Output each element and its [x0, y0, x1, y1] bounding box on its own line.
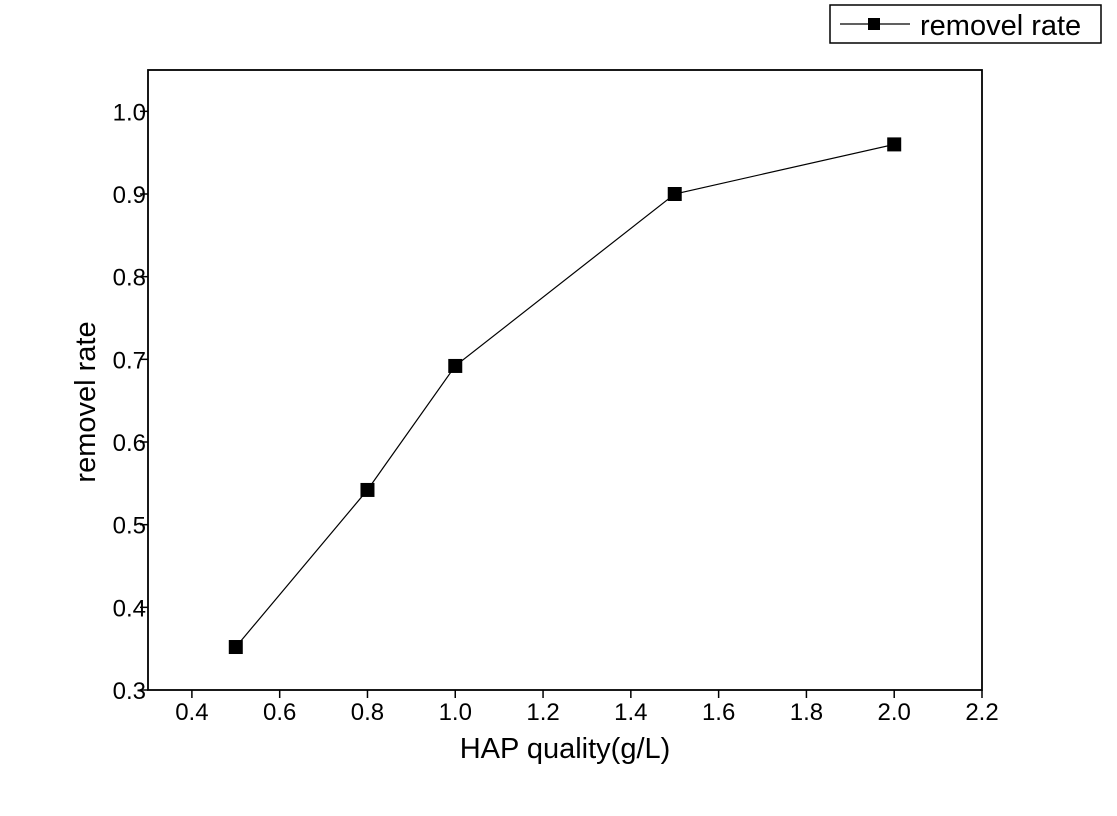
x-tick-label: 0.6 [263, 699, 296, 726]
x-axis-title: HAP quality(g/L) [460, 733, 671, 765]
x-tick-label: 2.2 [965, 699, 998, 726]
y-tick-label: 1.0 [113, 99, 146, 126]
x-tick-label: 0.8 [351, 699, 384, 726]
legend-marker-square [868, 18, 880, 30]
x-tick-label: 1.4 [614, 699, 647, 726]
x-tick-label: 1.2 [526, 699, 559, 726]
x-tick-label: 2.0 [878, 699, 911, 726]
y-axis-title: removel rate [70, 321, 102, 482]
y-tick-label: 0.5 [113, 513, 146, 540]
x-tick-label: 1.6 [702, 699, 735, 726]
y-tick-label: 0.4 [113, 595, 146, 622]
data-point-marker [360, 482, 375, 497]
y-tick-label: 0.3 [113, 678, 146, 705]
data-point-marker [887, 137, 902, 152]
legend-entry-label: removel rate [920, 10, 1081, 42]
series-layer [228, 137, 902, 655]
y-axis-ticks: 0.3 0.4 0.5 0.6 0.7 0.8 0.9 1.0 [113, 99, 148, 705]
x-tick-label: 1.8 [790, 699, 823, 726]
y-tick-label: 0.7 [113, 347, 146, 374]
y-tick-label: 0.8 [113, 265, 146, 292]
data-point-marker [228, 640, 243, 655]
y-tick-label: 0.6 [113, 430, 146, 457]
legend: removel rate [829, 4, 1102, 44]
series-line [235, 143, 895, 648]
data-point-marker [667, 187, 682, 201]
x-tick-label: 1.0 [439, 699, 472, 726]
plot-frame [147, 69, 983, 691]
data-point-marker [448, 358, 463, 373]
x-tick-label: 0.4 [175, 699, 208, 726]
y-tick-label: 0.9 [113, 182, 146, 209]
x-axis-ticks: 0.4 0.6 0.8 1.0 1.2 1.4 1.6 1.8 2.0 2.2 [175, 690, 999, 726]
